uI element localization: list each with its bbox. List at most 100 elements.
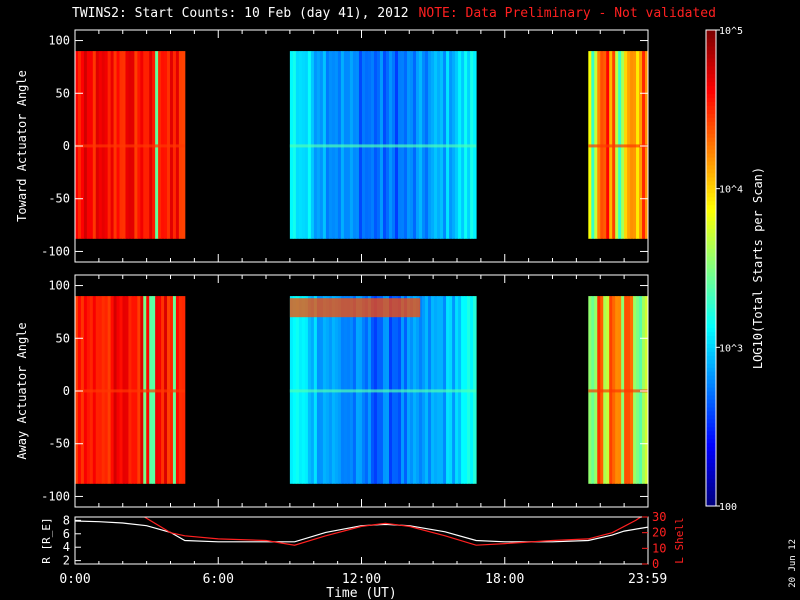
colorbar-segment [706,125,716,130]
title-text: TWINS2: Start Counts: 10 Feb (day 41), 2… [72,6,409,21]
colorbar-tick-label: 10^5 [719,26,743,37]
colorbar-segment [706,188,716,194]
away-ytick-label: 50 [56,331,70,345]
colorbar-segment [706,268,716,273]
colorbar-segment [706,295,716,301]
colorbar-segment [706,387,716,392]
away-ytick-label: 0 [63,384,70,398]
colorbar-segment [706,30,716,35]
figure-title: TWINS2: Start Counts: 10 Feb (day 41), 2… [72,6,716,21]
colorbar-segment [706,121,716,126]
colorbar-segment [706,248,716,253]
colorbar-segment [706,434,716,440]
colorbar-segment [706,323,716,329]
colorbar-segment [706,442,716,448]
colorbar-segment [706,93,716,99]
colorbar-segment [706,402,716,408]
colorbar-segment [706,474,716,479]
colorbar-segment [706,73,716,79]
colorbar-segment [706,33,716,39]
colorbar-segment [706,418,716,424]
colorbar-segment [706,299,716,305]
xtick-label: 23:59 [628,572,667,587]
colorbar-segment [706,363,716,368]
colorbar-segment [706,252,716,257]
colorbar-segment [706,462,716,467]
colorbar-segment [706,81,716,87]
colorbar-segment [706,156,716,162]
colorbar-segment [706,355,716,360]
colorbar-segment [706,498,716,503]
toward-ytick-label: -50 [48,192,70,206]
away-zero-band [588,389,648,393]
r-re-series-line [75,520,648,543]
colorbar-segment [706,61,716,67]
colorbar-segment [706,422,716,428]
xtick-label: 18:00 [485,572,524,587]
away-zero-band [289,389,477,393]
toward-ytick-label: 0 [63,139,70,153]
colorbar-tick-label: 10^3 [719,343,743,354]
colorbar-segment [706,164,716,170]
colorbar-segment [706,168,716,174]
right-ytick-label: 30 [652,510,666,524]
xtick-label: 6:00 [203,572,234,587]
colorbar-segment [706,89,716,95]
colorbar-segment [706,129,716,134]
right-ytick-label: 20 [652,526,666,540]
colorbar-segment [706,260,716,265]
colorbar-segment [706,486,716,491]
colorbar-segment [706,160,716,166]
colorbar-segment [706,331,716,337]
xtick-label: 0:00 [59,572,90,587]
away-ytick-label: 100 [48,279,70,293]
colorbar-segment [706,220,716,225]
colorbar-segment [706,339,716,344]
colorbar-segment [706,414,716,420]
toward-heatmap-panel [75,51,649,239]
colorbar-segment [706,101,716,106]
colorbar-segment [706,141,716,146]
colorbar-segment [706,85,716,91]
colorbar-segment [706,216,716,221]
colorbar-segment [706,77,716,83]
colorbar-segment [706,490,716,495]
left-axis-label: R [R_E] [40,517,53,563]
colorbar-segment [706,482,716,487]
colorbar-segment [706,279,716,285]
colorbar-segment [706,398,716,404]
colorbar-segment [706,359,716,364]
colorbar-segment [706,367,716,372]
colorbar-segment [706,319,716,325]
colorbar-segment [706,53,716,59]
colorbar-segment [706,351,716,356]
colorbar-segment [706,271,716,277]
left-ytick-label: 6 [63,527,70,541]
colorbar-segment [706,410,716,416]
colorbar-segment [706,49,716,55]
colorbar-tick-label: 100 [719,502,737,513]
colorbar-segment [706,394,716,400]
colorbar-segment [706,311,716,317]
colorbar-label: LOG10(Total Starts per Scan) [751,167,765,369]
toward-zero-band [289,144,477,148]
colorbar-segment [706,236,716,241]
colorbar-segment [706,470,716,475]
validation-note: NOTE: Data Preliminary - Not validated [418,6,716,21]
colorbar-segment [706,212,716,218]
colorbar-segment [706,204,716,210]
colorbar-segment [706,180,716,186]
colorbar-segment [706,383,716,388]
colorbar-segment [706,446,716,452]
left-ytick-label: 4 [63,540,70,554]
away-zero-band [75,389,185,393]
toward-ytick-label: 100 [48,34,70,48]
away-ytick-label: -50 [48,437,70,451]
colorbar-segment [706,109,716,114]
colorbar-segment [706,283,716,289]
colorbar-segment [706,192,716,198]
colorbar-segment [706,375,716,380]
colorbar-segment [706,117,716,122]
colorbar-segment [706,228,716,233]
right-ytick-label: 10 [652,541,666,555]
